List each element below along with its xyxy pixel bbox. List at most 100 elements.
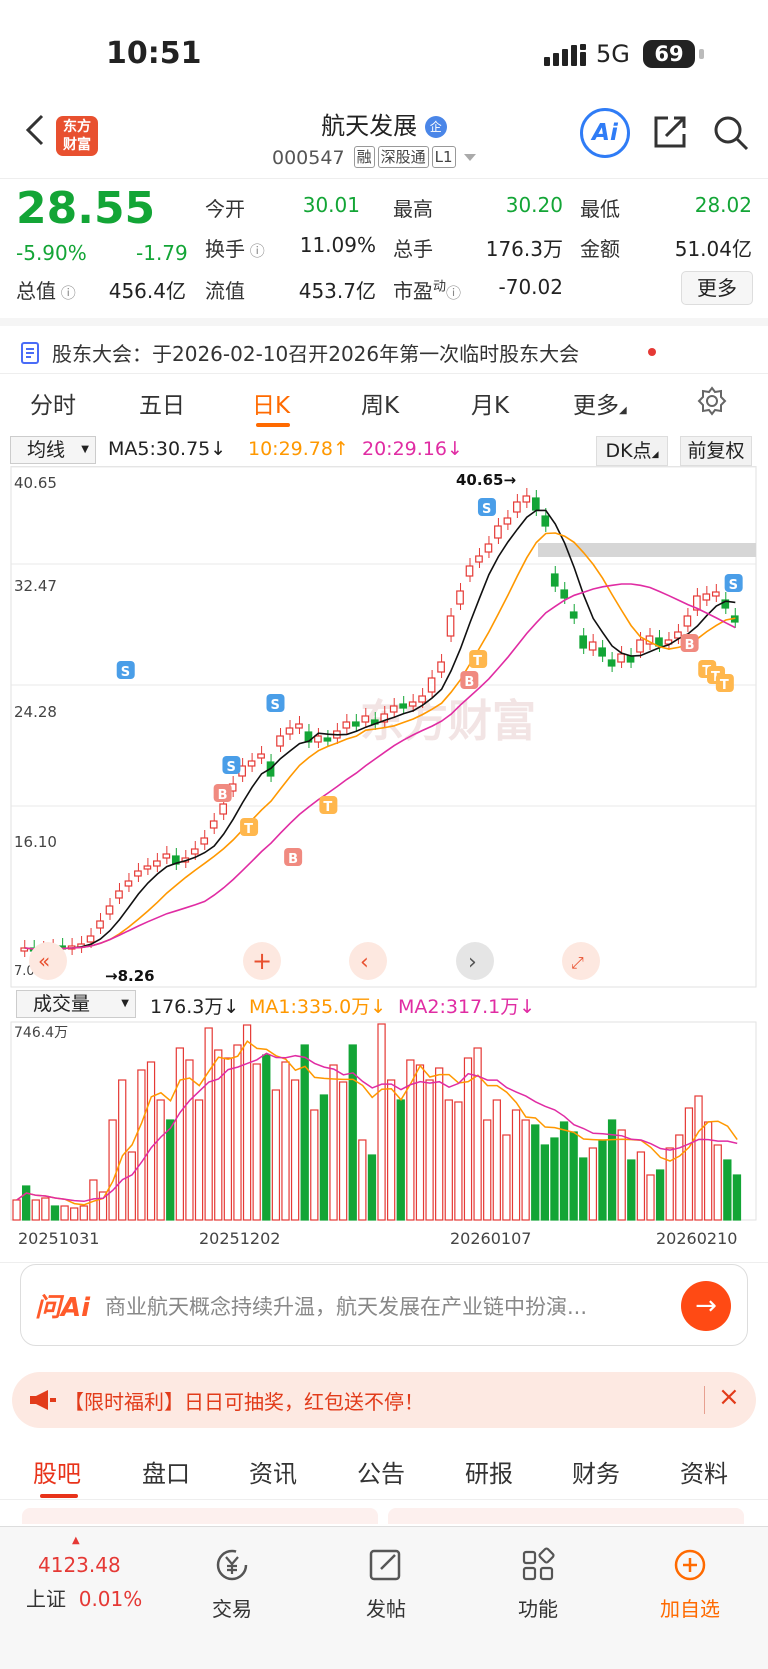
candle: [636, 639, 644, 653]
candle: [465, 565, 474, 577]
candle: [295, 723, 303, 729]
watermark: 东方财富: [360, 696, 536, 747]
ask-ai-bar[interactable]: 问Ai 商业航天概念持续升温，航天发展在产业链中扮演... →: [20, 1264, 748, 1346]
low-value: 28.02: [694, 193, 752, 217]
volume-bar: [550, 1137, 559, 1221]
volume-bar: [636, 1151, 646, 1221]
candle: [247, 760, 256, 767]
volume-bar: [454, 1101, 463, 1221]
candle: [162, 853, 171, 859]
scroll-start-button[interactable]: [29, 942, 67, 980]
tab-guba[interactable]: 股吧: [33, 1460, 81, 1488]
volume-bar: [329, 1064, 338, 1221]
candle: [276, 735, 284, 747]
candle: [541, 515, 550, 527]
turnover-label: 换手 ⓘ: [205, 237, 265, 261]
candle: [96, 920, 104, 929]
trade-marker-badge: [469, 650, 488, 668]
volume-indicator-select[interactable]: 成交量 ▼: [16, 990, 136, 1018]
scroll-right-button[interactable]: [456, 942, 494, 980]
volume-bar: [300, 1044, 309, 1221]
float-label: 流值: [205, 279, 245, 303]
tab-five-day[interactable]: 五日: [139, 393, 185, 419]
tab-finance[interactable]: 财务: [572, 1460, 620, 1488]
volume-bar: [521, 1119, 530, 1221]
tab-news[interactable]: 资讯: [249, 1460, 297, 1488]
candle: [285, 727, 294, 735]
candle: [522, 495, 531, 503]
candle: [550, 573, 559, 587]
meeting-notice[interactable]: 股东大会：于2026-02-10召开2026年第一次临时股东大会: [0, 318, 768, 374]
x-tick-4: 20260210: [656, 1229, 737, 1248]
candle: [693, 595, 701, 611]
candle: [323, 737, 332, 742]
ask-ai-logo: 问Ai: [35, 1293, 91, 1323]
volume-bar: [127, 1151, 136, 1221]
unread-dot: [648, 348, 656, 356]
tab-more[interactable]: 更多◢: [573, 393, 627, 419]
candle: [664, 639, 673, 645]
tab-intraday[interactable]: 分时: [30, 393, 76, 419]
indicator-select[interactable]: 均线 ▼: [10, 436, 96, 464]
volume-chart[interactable]: 746.4万 20251031 20251202 20260107 202602…: [0, 1020, 768, 1260]
search-icon[interactable]: [712, 114, 750, 152]
max-label: 40.65→: [456, 471, 516, 489]
volume-bar: [694, 1095, 703, 1221]
candle: [560, 589, 569, 599]
candle: [257, 753, 265, 759]
tab-pankou[interactable]: 盘口: [142, 1460, 190, 1488]
post-button[interactable]: 发帖: [336, 1547, 436, 1622]
stock-code[interactable]: 000547 融深股通 L1: [272, 146, 476, 169]
volume-bar: [223, 1057, 233, 1221]
adjust-button[interactable]: 前复权: [680, 436, 752, 466]
close-icon[interactable]: ×: [718, 1382, 740, 1412]
trade-marker-label: B: [685, 638, 695, 653]
functions-button[interactable]: 功能: [488, 1547, 588, 1622]
candle: [598, 647, 606, 657]
index-name: 上证 0.01%: [26, 1587, 143, 1611]
pe-label: 市盈动ⓘ: [393, 279, 462, 303]
dk-points-button[interactable]: DK点◢: [596, 436, 668, 466]
volume-ma2: MA2:317.1万↓: [398, 996, 536, 1018]
settings-icon[interactable]: [697, 386, 727, 416]
candle: [437, 661, 445, 673]
candle: [683, 615, 692, 627]
candle: [115, 890, 123, 899]
back-icon[interactable]: [22, 114, 48, 146]
fullscreen-button[interactable]: [562, 942, 600, 980]
add-watchlist-button[interactable]: 加自选: [640, 1547, 740, 1622]
more-button[interactable]: 更多: [681, 271, 753, 305]
tab-weekly-k[interactable]: 周K: [361, 393, 400, 419]
tab-profile[interactable]: 资料: [680, 1460, 728, 1488]
candle: [219, 803, 228, 815]
tab-monthly-k[interactable]: 月K: [471, 393, 510, 419]
ma5-value: MA5:30.75↓: [108, 438, 227, 460]
ask-ai-text: 商业航天概念持续升温，航天发展在产业链中扮演...: [105, 1295, 588, 1319]
y-tick-2: 32.47: [14, 577, 57, 595]
volume-bar: [483, 1119, 492, 1221]
arrow-right-icon[interactable]: →: [681, 1281, 731, 1331]
candle: [711, 591, 720, 597]
volume-ma-line: [16, 1040, 738, 1206]
eastmoney-logo: 东方 财富: [56, 116, 98, 156]
zoom-in-button[interactable]: [243, 942, 281, 980]
tab-announcements[interactable]: 公告: [357, 1460, 405, 1488]
clock: 10:51: [106, 36, 202, 71]
trade-marker-label: T: [702, 664, 711, 679]
resistance-band: [538, 543, 756, 557]
tab-research[interactable]: 研报: [465, 1460, 513, 1488]
ma-legend: 均线 ▼ MA5:30.75↓ 10:29.78↑ 20:29.16↓ DK点◢ …: [0, 434, 768, 466]
candle: [626, 655, 635, 663]
tab-daily-k[interactable]: 日K: [252, 393, 291, 419]
trade-button[interactable]: 交易: [182, 1547, 282, 1622]
volume-bar: [559, 1121, 569, 1221]
promo-banner[interactable]: 【限时福利】日日可抽奖，红包送不停！ ×: [12, 1372, 756, 1428]
scroll-left-button[interactable]: [349, 942, 387, 980]
plus-circle-icon: [674, 1549, 706, 1581]
volume-bar: [290, 1079, 300, 1221]
share-icon[interactable]: [652, 114, 688, 150]
candle: [456, 590, 464, 605]
ma20-line: [24, 583, 736, 950]
ai-button[interactable]: Ai: [580, 108, 630, 158]
